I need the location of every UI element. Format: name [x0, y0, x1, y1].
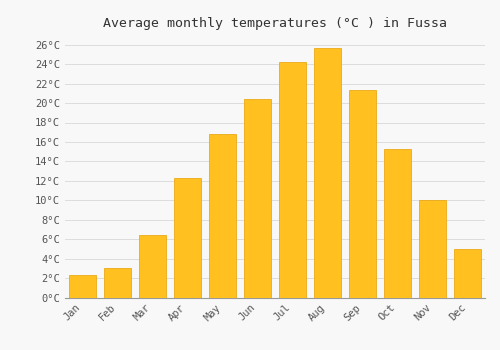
Title: Average monthly temperatures (°C ) in Fussa: Average monthly temperatures (°C ) in Fu…: [103, 17, 447, 30]
Bar: [384, 149, 410, 298]
Bar: [280, 62, 305, 298]
Bar: [210, 134, 236, 298]
Bar: [350, 90, 376, 298]
Bar: [70, 275, 96, 298]
Bar: [314, 48, 340, 298]
Bar: [140, 235, 166, 298]
Bar: [420, 200, 446, 298]
Bar: [244, 99, 270, 298]
Bar: [454, 249, 480, 298]
Bar: [174, 178, 201, 298]
Bar: [104, 268, 130, 298]
